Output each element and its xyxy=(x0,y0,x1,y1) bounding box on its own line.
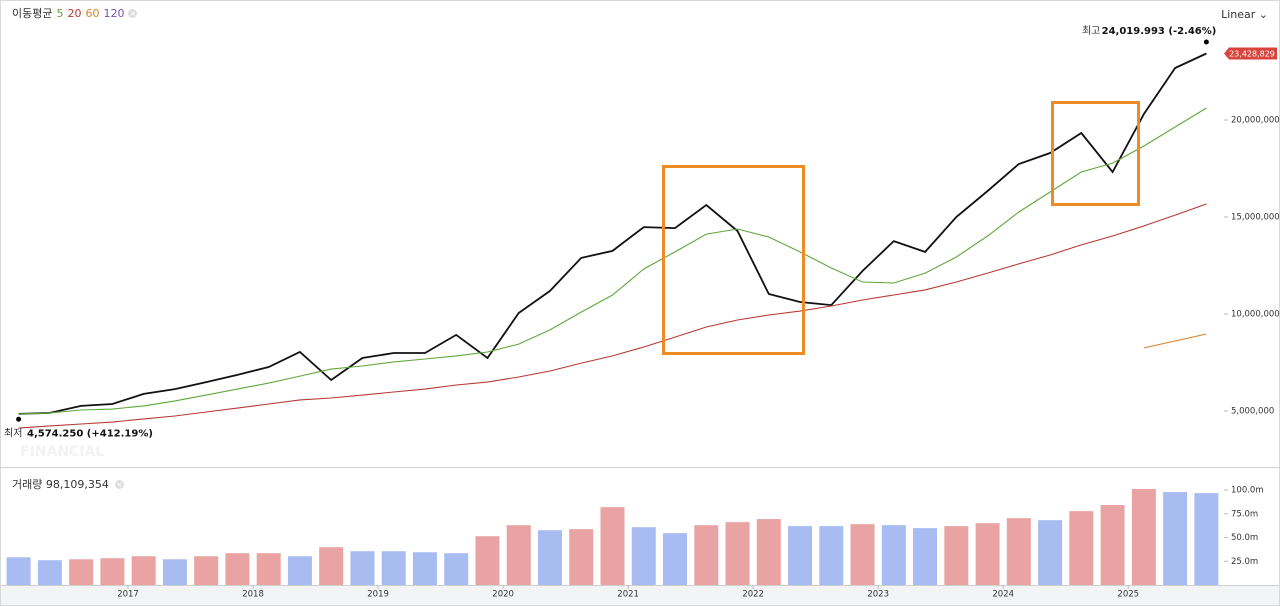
legend-entry: 60 xyxy=(85,6,100,20)
volume-bar xyxy=(1038,520,1063,585)
legend-entry: 5 xyxy=(56,6,64,20)
extreme-marker xyxy=(16,416,22,422)
x-tick-label: 2021 xyxy=(617,590,639,600)
close-button[interactable]: × xyxy=(128,8,138,18)
volume-bar xyxy=(663,533,688,585)
price-tag xyxy=(1224,47,1277,60)
legend-title: 이동평균 xyxy=(12,7,53,20)
x-tick-label: 2025 xyxy=(1117,590,1139,600)
volume-bar xyxy=(881,525,906,585)
x-tick-label: 2024 xyxy=(992,590,1014,600)
x-tick-label: 2019 xyxy=(367,590,389,600)
volume-bar xyxy=(756,519,781,585)
volume-bar xyxy=(944,526,969,585)
volume-bar xyxy=(1163,492,1188,585)
volume-bar xyxy=(225,553,250,585)
volume-bar xyxy=(1006,518,1031,585)
y-tick-label: 10,000,000 xyxy=(1231,309,1280,319)
volume-bar xyxy=(256,553,281,585)
volume-bar xyxy=(631,527,656,585)
scale-label: Linear xyxy=(1221,8,1256,21)
volume-bar xyxy=(788,526,813,585)
price-line xyxy=(18,52,1207,415)
extreme-marker xyxy=(1203,39,1209,45)
y-tick-label: 15,000,000 xyxy=(1231,212,1280,222)
price-tag-label: 23,428,829 xyxy=(1229,49,1275,58)
volume-bar xyxy=(350,551,375,585)
annotation-label: 최고 xyxy=(1082,25,1100,37)
volume-bar xyxy=(475,536,500,585)
volume-bar xyxy=(506,525,531,585)
volume-bar xyxy=(537,530,562,585)
volume-bar xyxy=(850,524,875,585)
annotation-text: 4,574.250 (+412.19%) xyxy=(27,428,153,439)
legend: 이동평균 5 20 60 120 × xyxy=(12,5,138,21)
y-tick-label: 75.0m xyxy=(1231,509,1258,519)
close-button[interactable]: × xyxy=(114,479,124,489)
volume-bar xyxy=(725,522,750,585)
volume-bar xyxy=(975,523,1000,585)
volume-bar xyxy=(600,507,625,585)
y-tick-label: 25.0m xyxy=(1231,557,1258,567)
volume-bar xyxy=(381,551,406,585)
highlight-box xyxy=(662,165,805,355)
x-tick-label: 2018 xyxy=(242,590,264,600)
legend-entry: 20 xyxy=(67,6,82,20)
volume-bar xyxy=(1100,505,1125,585)
y-tick-label: 20,000,000 xyxy=(1231,115,1280,125)
ma-line xyxy=(18,203,1207,429)
ma-line xyxy=(1143,333,1207,349)
volume-bar xyxy=(194,556,219,585)
y-tick-label: 5,000,000 xyxy=(1231,406,1274,416)
watermark: FINANCIAL xyxy=(20,444,104,460)
volume-title: 거래량 98,109,354 xyxy=(12,478,109,491)
volume-bar xyxy=(162,559,187,585)
volume-bar xyxy=(819,526,844,585)
volume-bar xyxy=(131,556,156,585)
volume-header: 거래량 98,109,354 × xyxy=(12,476,124,492)
legend-entry: 120 xyxy=(103,6,125,20)
x-tick-label: 2020 xyxy=(492,590,514,600)
x-axis-band xyxy=(1,585,1279,605)
ma-line xyxy=(18,107,1207,415)
annotation-text: 24,019.993 (-2.46%) xyxy=(1102,26,1217,37)
volume-bar xyxy=(694,525,719,585)
volume-bar xyxy=(1131,489,1156,585)
volume-bar xyxy=(1194,493,1219,585)
volume-bar xyxy=(37,560,62,585)
highlight-box xyxy=(1051,101,1140,206)
volume-bar xyxy=(444,553,469,585)
volume-bar xyxy=(100,558,125,585)
volume-bar xyxy=(287,556,312,585)
annotation-label: 최저 xyxy=(4,427,22,439)
volume-bar xyxy=(1069,511,1094,585)
volume-bar xyxy=(69,559,94,585)
scale-selector[interactable]: Linear ⌄ xyxy=(1221,8,1268,21)
x-tick-label: 2022 xyxy=(742,590,764,600)
volume-bar xyxy=(569,529,594,585)
volume-bar xyxy=(319,547,344,585)
volume-bar xyxy=(412,552,437,585)
volume-bar xyxy=(913,528,938,585)
volume-bar xyxy=(6,557,31,585)
y-tick-label: 50.0m xyxy=(1231,533,1258,543)
y-tick-label: 100.0m xyxy=(1231,486,1264,496)
x-tick-label: 2017 xyxy=(117,590,139,600)
x-tick-label: 2023 xyxy=(867,590,889,600)
